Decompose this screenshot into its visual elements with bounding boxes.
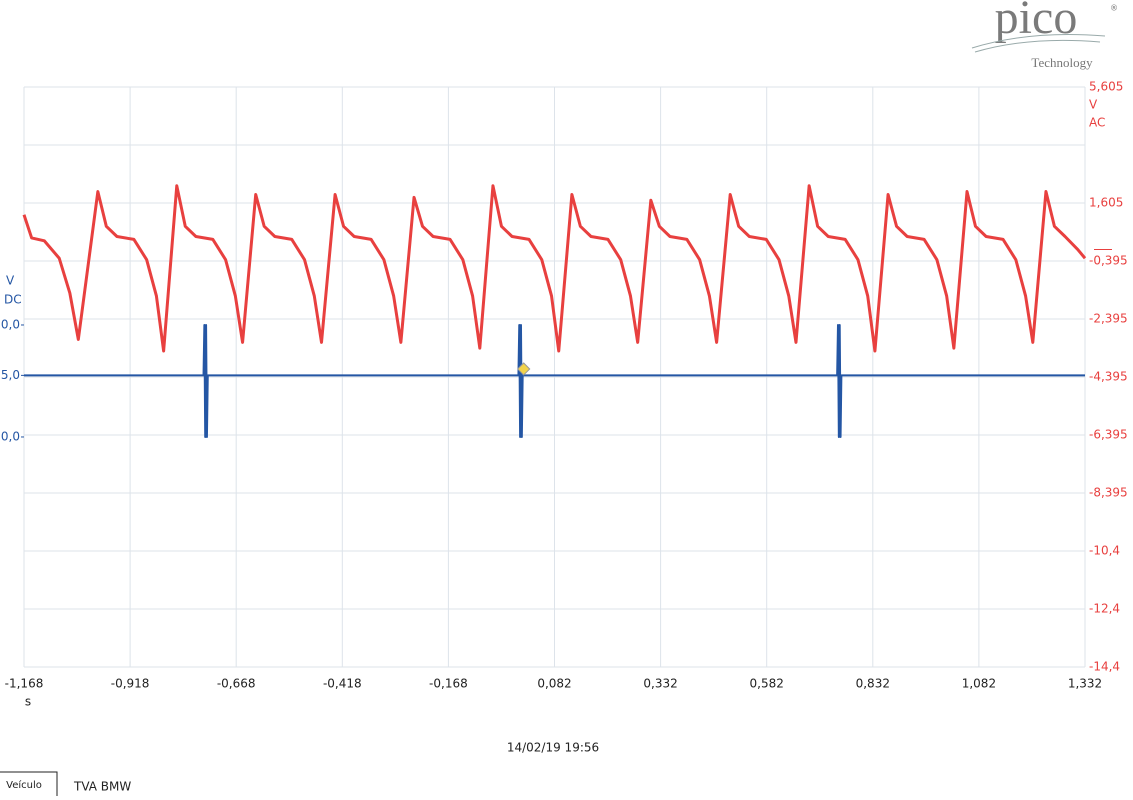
trigger-marker [516,362,531,376]
y-tick-label: 50,0 [0,317,20,331]
logo-mark: ® [1110,4,1118,13]
x-tick-label: 0,832 [856,677,890,691]
y2-tick-label: -2,395 [1089,312,1128,326]
logo-swoosh [971,34,1106,53]
x-label: s [25,695,31,709]
tab-box[interactable] [0,771,58,800]
x-tick-label: -0,918 [111,677,150,691]
y2-tick-label: -14,4 [1089,660,1120,674]
y-coupling: DC [4,293,22,307]
y2-tick-label: -0,395 [1089,254,1128,268]
timestamp: 14/02/19 19:56 [507,741,599,755]
x-tick-label: 0,582 [750,677,784,691]
x-tick-label: -0,668 [217,677,256,691]
x-tick-label: 0,332 [643,677,677,691]
y2-tick-label: 5,605 [1089,80,1123,94]
y-tick-label: 5,0 [1,368,20,382]
y2-tick-label: -4,395 [1089,370,1128,384]
y-tick-label: -50,0 [0,429,20,443]
y2-tick-label: -6,395 [1089,428,1128,442]
y-label: V [6,274,15,288]
tab-label[interactable]: Veículo [6,779,42,791]
series-line [22,184,1087,353]
x-tick-label: 1,332 [1068,677,1102,691]
y2-coupling: AC [1089,116,1105,130]
y2-label: V [1089,98,1098,112]
y2-tick-label: -8,395 [1089,486,1128,500]
y2-tick-label: -12,4 [1089,602,1120,616]
logo-name: pico [995,0,1078,44]
y2-tick-label: -10,4 [1089,544,1120,558]
footer-title: TVA BMW [73,780,131,794]
y2-tick-label: 1,605 [1089,196,1123,210]
x-tick-label: -0,168 [429,677,468,691]
series-line [24,323,1085,438]
x-tick-label: 1,082 [962,677,996,691]
x-tick-label: -0,418 [323,677,362,691]
x-tick-label: 0,082 [537,677,571,691]
logo-subtitle: Technology [1031,55,1093,70]
x-tick-label: -1,168 [5,677,44,691]
